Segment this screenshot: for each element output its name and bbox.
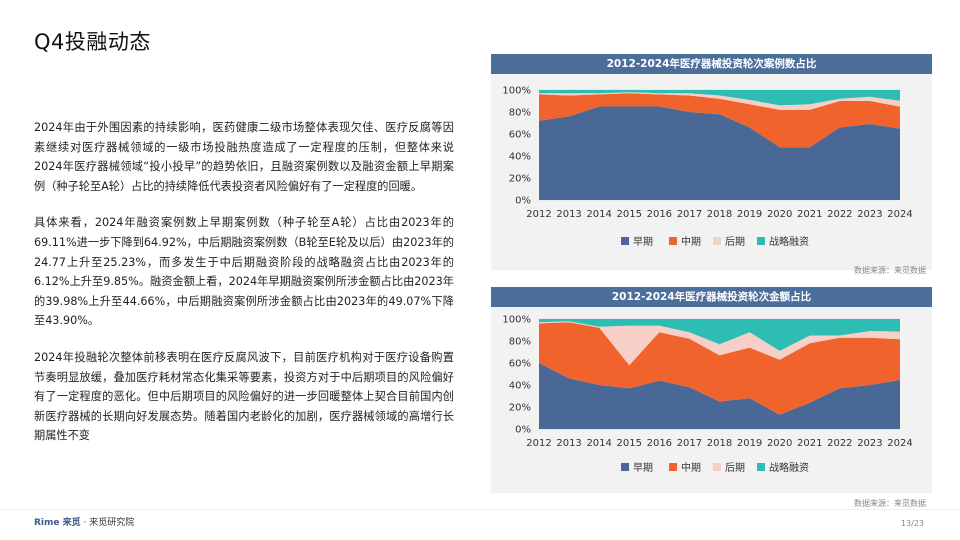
area-series-mid <box>539 322 900 415</box>
legend-swatch <box>669 237 677 245</box>
x-tick-label: 2021 <box>797 209 822 220</box>
y-tick-label: 20% <box>509 174 531 185</box>
legend-swatch <box>621 237 629 245</box>
y-tick-label: 100% <box>502 86 531 97</box>
chart-body: 0% 20% 40% 60% 80% 100% 2012 2013 2014 2015 2016 20… <box>491 307 932 493</box>
x-tick-label: 2017 <box>677 438 702 449</box>
x-tick-label: 2019 <box>737 438 762 449</box>
legend-label: 战略融资 <box>769 235 809 248</box>
legend-label: 后期 <box>725 462 745 474</box>
x-tick-label: 2021 <box>797 438 822 449</box>
y-tick-label: 80% <box>509 337 531 348</box>
source-label: 数据来源：来觅数据 <box>854 499 926 508</box>
x-tick-label: 2019 <box>737 209 762 220</box>
legend-label: 早期 <box>633 236 653 248</box>
legend-swatch <box>713 463 721 471</box>
x-tick-label: 2012 <box>526 438 551 449</box>
x-tick-label: 2024 <box>887 209 912 220</box>
area-series-strategic <box>539 90 900 106</box>
legend-swatch <box>713 237 721 245</box>
x-tick-label: 2013 <box>556 438 581 449</box>
x-tick-label: 2016 <box>647 209 672 220</box>
area-series-late <box>539 92 900 110</box>
y-tick-label: 20% <box>509 403 531 414</box>
area-series-early <box>539 363 900 429</box>
logo-brand: Rime 来觅 <box>34 518 81 528</box>
chart-title: 2012-2024年医疗器械投资轮次金额占比 <box>491 287 932 307</box>
chart-panel-amount: 2012-2024年医疗器械投资轮次金额占比 0% 20% 40% 60% 80% 100… <box>491 287 932 493</box>
y-tick-label: 0% <box>515 196 531 207</box>
page-number: 13/23 <box>900 519 924 528</box>
y-tick-label: 40% <box>509 381 531 392</box>
y-tick-label: 80% <box>509 108 531 119</box>
x-tick-label: 2013 <box>556 209 581 220</box>
x-tick-label: 2024 <box>887 438 912 449</box>
legend-label: 中期 <box>681 461 701 474</box>
x-tick-label: 2018 <box>707 209 732 220</box>
stacked-area-chart-case-count: 0% 20% 40% 60% 80% 100% 2012 2013 2014 2015 2016 20… <box>502 86 912 249</box>
x-tick-label: 2015 <box>617 209 642 220</box>
source-label: 数据来源：来觅数据 <box>854 266 926 275</box>
area-series-early <box>539 106 900 200</box>
x-tick-label: 2012 <box>526 209 551 220</box>
paragraph-3: 2024年投融轮次整体前移表明在医疗反腐风波下，目前医疗机构对于医疗设备购置节奏… <box>34 350 454 443</box>
legend-swatch <box>757 463 765 471</box>
x-tick-label: 2020 <box>767 209 792 220</box>
chart-panel-case-count: 2012-2024年医疗器械投资轮次案例数占比 0% 20% 40% 60% 80% 10… <box>491 54 932 270</box>
body-text: 2024年由于外围因素的持续影响，医药健康二级市场整体表现欠佳、医疗反腐等因素继… <box>34 118 454 463</box>
legend-label: 后期 <box>725 236 745 248</box>
paragraph-1: 2024年由于外围因素的持续影响，医药健康二级市场整体表现欠佳、医疗反腐等因素继… <box>34 121 454 193</box>
x-tick-label: 2015 <box>617 438 642 449</box>
stacked-area-chart-amount: 0% 20% 40% 60% 80% 100% 2012 2013 2014 2015 2016 20… <box>502 315 912 475</box>
y-tick-label: 60% <box>509 130 531 141</box>
page-title: Q4投融动态 <box>34 30 151 54</box>
paragraph-2: 具体来看，2024年融资案例数上早期案例数（种子轮至A轮）占比由2023年的69… <box>34 216 454 328</box>
legend-label: 战略融资 <box>769 461 809 474</box>
y-tick-label: 100% <box>502 315 531 326</box>
x-tick-label: 2023 <box>857 209 882 220</box>
x-tick-label: 2022 <box>827 438 852 449</box>
x-tick-label: 2020 <box>767 438 792 449</box>
x-tick-label: 2016 <box>647 438 672 449</box>
x-tick-label: 2014 <box>586 438 611 449</box>
legend-swatch <box>669 463 677 471</box>
x-tick-label: 2017 <box>677 209 702 220</box>
legend-swatch <box>757 237 765 245</box>
y-tick-label: 60% <box>509 359 531 370</box>
x-tick-label: 2022 <box>827 209 852 220</box>
area-series-late <box>539 321 900 366</box>
legend-label: 中期 <box>681 235 701 248</box>
y-tick-label: 0% <box>515 425 531 436</box>
x-tick-label: 2018 <box>707 438 732 449</box>
area-series-strategic <box>539 319 900 351</box>
y-tick-label: 40% <box>509 152 531 163</box>
footer-divider <box>0 509 960 510</box>
chart-body: 0% 20% 40% 60% 80% 100% 2012 2013 2014 2015 2016 20… <box>491 74 932 270</box>
legend-swatch <box>621 463 629 471</box>
area-series-mid <box>539 93 900 148</box>
legend-label: 早期 <box>633 462 653 474</box>
logo-text: · 来觅研究院 <box>83 518 135 528</box>
x-tick-label: 2023 <box>857 438 882 449</box>
x-tick-label: 2014 <box>586 209 611 220</box>
footer-logo: Rime 来觅 · 来觅研究院 <box>34 515 134 528</box>
chart-title: 2012-2024年医疗器械投资轮次案例数占比 <box>491 54 932 74</box>
